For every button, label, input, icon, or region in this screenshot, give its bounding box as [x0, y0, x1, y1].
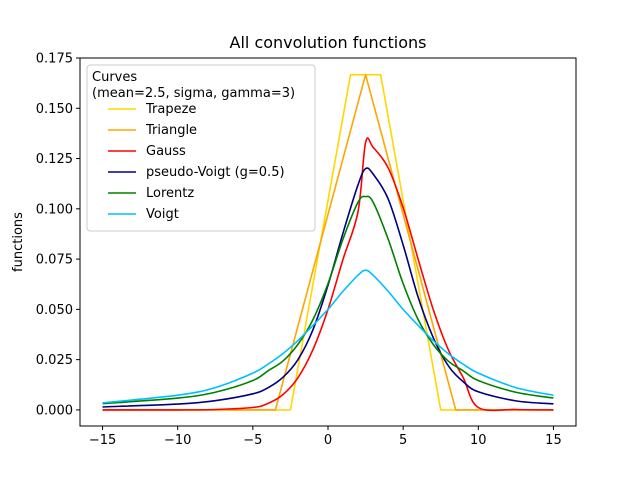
chart-title: All convolution functions — [230, 33, 427, 52]
series-line-voigt — [102, 269, 554, 404]
legend-label: Lorentz — [146, 186, 194, 201]
y-tick-label: 0.000 — [36, 403, 73, 418]
x-tick-label: 0 — [324, 433, 332, 448]
series-line-pseudo-voigt-g-0-5 — [102, 167, 554, 408]
legend-entries: Trapeze Triangle Gauss pseudo-Voigt (g=0.5)… — [108, 102, 285, 222]
y-axis-title: functions — [11, 212, 26, 272]
x-tick-label: 5 — [399, 433, 407, 448]
legend-label: Gauss — [146, 144, 186, 159]
plot-area-frame — [79, 57, 577, 427]
legend-label: Trapeze — [145, 102, 196, 117]
legend: Curves (mean=2.5, sigma, gamma=3) Trapez… — [86, 64, 316, 232]
legend-box — [86, 64, 316, 232]
ticks-layer: −15 −10 −5 0 5 10 15 0.000 0.025 0.050 0.075 0.100 0… — [36, 52, 562, 449]
legend-title-line1: Curves — [92, 70, 137, 85]
legend-label: Voigt — [146, 207, 179, 222]
legend-label: pseudo-Voigt (g=0.5) — [146, 165, 285, 180]
series-line-gauss — [102, 137, 554, 412]
x-tick-label: −10 — [164, 433, 191, 448]
legend-label: Triangle — [145, 123, 197, 138]
y-tick-label: 0.150 — [36, 102, 73, 117]
y-tick-label: 0.075 — [36, 253, 73, 268]
x-tick-label: 15 — [545, 433, 562, 448]
y-tick-label: 0.125 — [36, 152, 73, 167]
y-tick-label: 0.050 — [36, 303, 73, 318]
x-tick-label: 10 — [470, 433, 487, 448]
series-line-lorentz — [102, 195, 554, 405]
y-tick-label: 0.175 — [36, 52, 73, 67]
series-layer — [102, 73, 554, 412]
x-tick-label: −5 — [243, 433, 262, 448]
x-tick-label: −15 — [89, 433, 116, 448]
y-tick-label: 0.025 — [36, 353, 73, 368]
legend-title-line2: (mean=2.5, sigma, gamma=3) — [92, 86, 295, 101]
y-tick-label: 0.100 — [36, 202, 73, 217]
